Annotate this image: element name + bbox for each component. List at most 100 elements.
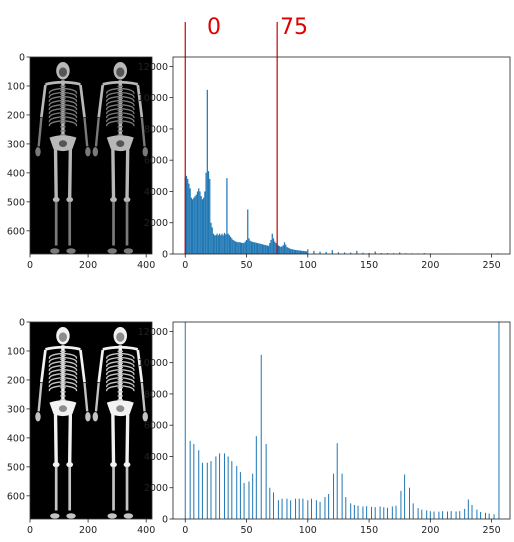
histogram-bar	[242, 243, 244, 254]
histogram-bar	[297, 250, 299, 254]
histogram-bar	[258, 243, 260, 254]
histogram-bar	[204, 191, 206, 254]
image-x-tick-label: 400	[137, 525, 155, 536]
histogram-bar	[216, 233, 218, 254]
histogram-bar	[193, 443, 195, 519]
histogram-bar	[252, 473, 254, 519]
histogram-bar	[219, 453, 221, 519]
histogram-bar	[295, 498, 297, 519]
histogram-bar	[187, 178, 189, 254]
histogram-bar	[229, 236, 232, 254]
histogram-bar	[256, 243, 259, 254]
image-y-tick-label: 100	[7, 346, 25, 357]
histogram-bar	[215, 456, 217, 519]
image-x-tick-label: 200	[79, 525, 97, 536]
histogram-bar	[301, 250, 303, 254]
histogram-bar	[215, 235, 217, 254]
histogram-bar	[395, 505, 397, 519]
histogram-bar	[426, 510, 428, 519]
histogram-bar	[374, 251, 376, 254]
histogram-bar	[254, 242, 256, 254]
image-x-tick-label: 0	[27, 525, 33, 536]
histogram-bar	[277, 245, 280, 254]
histogram-bar	[298, 250, 300, 254]
histogram-bar	[302, 250, 304, 254]
histogram-bar	[231, 238, 233, 254]
histogram-bar	[343, 252, 346, 254]
histogram-bar	[245, 239, 248, 254]
histogram-bar	[247, 209, 249, 254]
histogram-bar	[313, 250, 315, 254]
histogram-bar	[353, 504, 355, 519]
histogram-bar	[324, 497, 326, 519]
hist-y-tick-label: 0	[162, 250, 168, 261]
histogram-bar	[391, 506, 393, 519]
hist-y-tick-label: 10000	[138, 358, 168, 369]
histogram-bar	[368, 252, 370, 254]
histogram-bar	[471, 504, 473, 519]
histogram-bar	[337, 252, 340, 254]
hist-y-tick-label: 12000	[138, 62, 168, 73]
histogram-bar	[193, 197, 195, 254]
histogram-bar	[243, 242, 245, 254]
histogram-bar	[286, 498, 288, 519]
histogram-bar	[212, 233, 215, 254]
hist-x-tick-label: 0	[182, 525, 188, 536]
histogram-bar	[296, 250, 298, 254]
histogram-bar	[283, 242, 286, 254]
histogram-bar	[252, 241, 254, 254]
histogram-bar	[210, 222, 212, 254]
histogram-bar	[290, 500, 292, 519]
histogram-bar	[386, 253, 389, 254]
histogram-bar	[292, 249, 294, 254]
histogram-bar	[227, 233, 229, 254]
histogram-bar	[282, 245, 284, 254]
histogram-bar	[265, 245, 267, 254]
histogram-bar	[498, 322, 500, 519]
histogram-bar	[294, 249, 297, 254]
histogram-1	[173, 57, 510, 254]
histogram-bar	[199, 191, 201, 254]
histogram-bar	[379, 506, 381, 519]
histogram-bar	[303, 251, 305, 254]
histogram-bar	[429, 511, 431, 519]
histogram-bar	[200, 196, 202, 254]
histogram-bar	[350, 252, 352, 254]
hist-x-tick-label: 200	[421, 525, 439, 536]
histogram-bar	[302, 498, 304, 519]
histogram-2	[173, 322, 510, 519]
histogram-bar	[279, 246, 281, 254]
histogram-bar	[253, 242, 255, 254]
threshold-label-low: 0	[207, 15, 221, 40]
image-y-tick-label: 0	[19, 318, 25, 329]
histogram-bar	[307, 500, 309, 519]
image-y-tick-label: 600	[7, 491, 25, 502]
histogram-bar	[386, 507, 388, 519]
histogram-bar	[233, 240, 235, 254]
histogram-bar	[228, 235, 230, 254]
image-y-tick-label: 500	[7, 197, 25, 208]
histogram-bar	[399, 252, 401, 254]
histogram-bar	[189, 188, 191, 254]
histogram-bar	[383, 507, 385, 519]
bone-scan-image-stretched	[29, 321, 153, 520]
histogram-bar	[255, 436, 257, 519]
image-x-tick-label: 200	[79, 260, 97, 271]
histogram-bar	[190, 197, 192, 254]
histogram-bar	[270, 239, 272, 254]
histogram-bar	[350, 503, 352, 519]
histogram-bar	[356, 250, 358, 254]
histogram-bar	[480, 511, 482, 519]
histogram-bar	[374, 507, 376, 519]
histogram-bar	[319, 501, 321, 519]
hist-x-tick-label: 250	[483, 525, 501, 536]
histogram-bar	[223, 232, 226, 254]
histogram-bar	[239, 472, 241, 519]
hist-y-tick-label: 4000	[144, 452, 168, 463]
histogram-bar	[259, 243, 261, 254]
histogram-bar	[250, 241, 253, 254]
histogram-bar	[206, 89, 208, 254]
histogram-bar	[210, 461, 212, 519]
histogram-bar	[264, 244, 266, 254]
histogram-bar	[305, 251, 308, 254]
